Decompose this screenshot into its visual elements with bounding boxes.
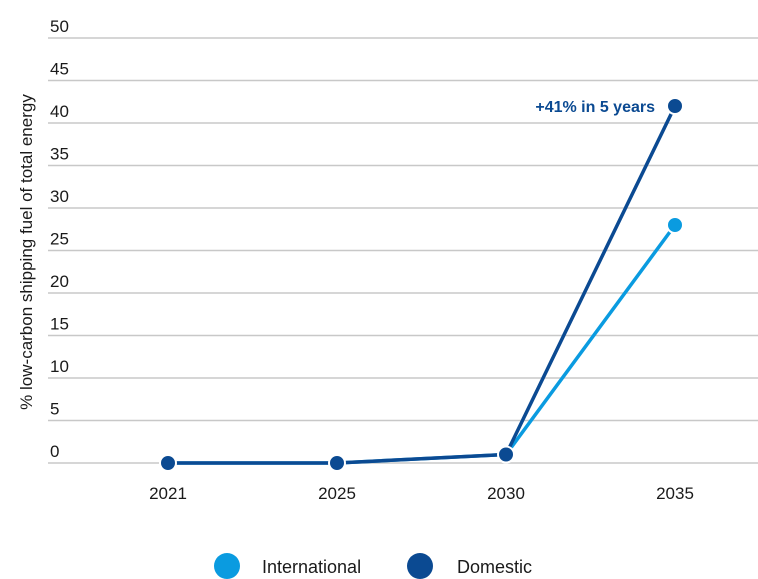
y-tick-label: 0 xyxy=(50,442,59,461)
data-point xyxy=(159,454,177,472)
x-tick-labels: 2021 2025 2030 2035 xyxy=(149,484,694,503)
annotations-layer: +41% in 5 years xyxy=(535,99,655,116)
data-point xyxy=(666,216,684,234)
legend-label: International xyxy=(262,557,361,577)
y-tick-label: 25 xyxy=(50,230,69,249)
y-tick-label: 10 xyxy=(50,357,69,376)
y-tick-labels: 0 5 10 15 20 25 30 35 40 45 50 xyxy=(50,17,69,461)
y-tick-label: 30 xyxy=(50,187,69,206)
y-axis-label: % low-carbon shipping fuel of total ener… xyxy=(17,94,36,410)
series-line xyxy=(168,105,677,465)
y-tick-label: 20 xyxy=(50,272,69,291)
annotation-label: +41% in 5 years xyxy=(535,99,655,116)
legend-marker xyxy=(214,553,240,579)
series-domestic xyxy=(159,97,684,472)
x-tick-label: 2025 xyxy=(318,484,356,503)
legend-item: Domestic xyxy=(407,553,532,579)
y-tick-label: 50 xyxy=(50,17,69,36)
y-tick-label: 15 xyxy=(50,315,69,334)
grid-lines xyxy=(48,37,758,464)
series-layer xyxy=(159,97,684,472)
y-tick-label: 5 xyxy=(50,400,59,419)
legend-label: Domestic xyxy=(457,557,532,577)
data-point xyxy=(666,97,684,115)
y-tick-label: 45 xyxy=(50,60,69,79)
y-tick-label: 35 xyxy=(50,145,69,164)
y-tick-label: 40 xyxy=(50,102,69,121)
data-point xyxy=(328,454,346,472)
x-tick-label: 2030 xyxy=(487,484,525,503)
legend-marker xyxy=(407,553,433,579)
x-tick-label: 2021 xyxy=(149,484,187,503)
legend-item: International xyxy=(214,553,361,579)
legend: International Domestic xyxy=(214,553,532,579)
x-tick-label: 2035 xyxy=(656,484,694,503)
data-point xyxy=(497,445,515,464)
